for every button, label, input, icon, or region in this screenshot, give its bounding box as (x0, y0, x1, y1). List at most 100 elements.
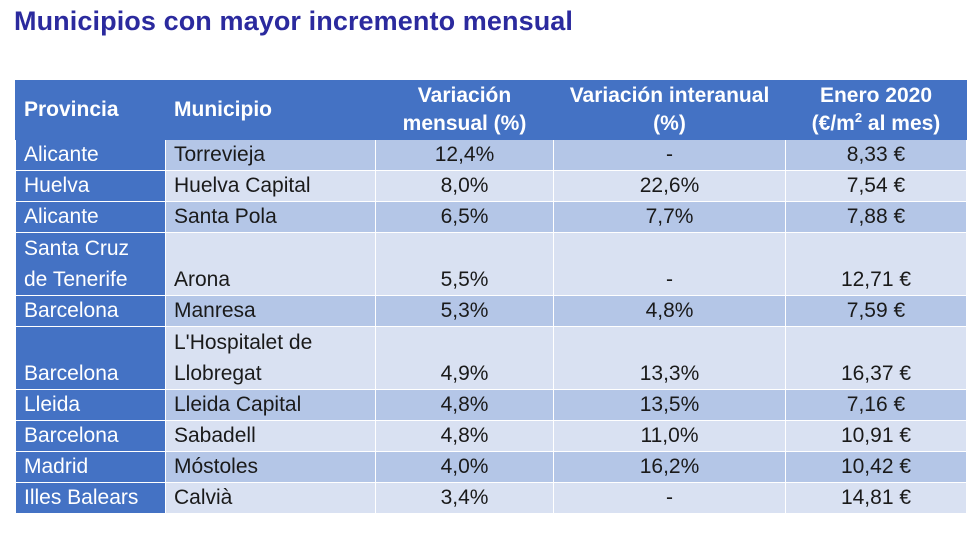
cell-variacion-interanual-text: - (666, 486, 673, 509)
cell-precio-enero-text: 10,91 € (840, 424, 912, 447)
table-row: Alicante Santa Pola 6,5% 7,7% 7,88 € (15, 201, 967, 233)
cell-variacion-interanual-text: 22,6% (639, 174, 700, 197)
cell-variacion-interanual-text: 13,5% (639, 393, 700, 416)
municipios-table: Provincia Municipio Variación mensual (%… (15, 80, 967, 514)
cell-precio-enero: 7,16 € (785, 389, 967, 421)
cell-municipio-text: Santa Pola (174, 205, 277, 228)
cell-variacion-interanual-text: 11,0% (640, 424, 699, 447)
cell-variacion-interanual: 4,8% (553, 295, 786, 327)
cell-provincia-text: Alicante (24, 143, 99, 166)
cell-variacion-mensual-text: 4,0% (440, 455, 489, 478)
cell-provincia: Barcelona (15, 420, 166, 452)
cell-provincia: Lleida (15, 389, 166, 421)
cell-variacion-mensual: 4,8% (375, 420, 554, 452)
cell-municipio: Móstoles (165, 451, 376, 483)
header-enero-unit-post: al mes) (862, 112, 941, 135)
cell-precio-enero: 8,33 € (785, 139, 967, 171)
cell-provincia: Huelva (15, 170, 166, 202)
cell-provincia: Barcelona (15, 295, 166, 327)
cell-variacion-mensual: 4,8% (375, 389, 554, 421)
cell-variacion-mensual: 4,0% (375, 451, 554, 483)
cell-precio-enero: 16,37 € (785, 326, 967, 390)
cell-variacion-interanual: - (553, 482, 786, 514)
cell-precio-enero-text: 7,88 € (846, 205, 906, 228)
cell-municipio-text: Móstoles (174, 455, 259, 478)
header-variacion-interanual: Variación interanual (%) (553, 80, 786, 140)
cell-provincia-text: Barcelona (24, 299, 119, 322)
cell-precio-enero-text: 7,54 € (846, 174, 906, 197)
cell-variacion-mensual-text: 3,4% (440, 486, 489, 509)
cell-municipio-text: Arona (174, 268, 231, 291)
cell-precio-enero-text: 12,71 € (840, 268, 912, 291)
cell-variacion-mensual: 8,0% (375, 170, 554, 202)
cell-variacion-interanual: - (553, 139, 786, 171)
cell-precio-enero-text: 7,59 € (846, 299, 906, 322)
table-row: Barcelona L'Hospitalet de Llobregat 4,9% 13… (15, 326, 967, 390)
table-body: Alicante Torrevieja 12,4% -8,33 € Huelva Huel… (15, 139, 967, 514)
cell-municipio-text: L'Hospitalet de Llobregat (174, 331, 313, 385)
cell-municipio: Torrevieja (165, 139, 376, 171)
table-row: Illes Balears Calvià 3,4% - 14,81 € (15, 482, 967, 514)
cell-variacion-interanual-text: - (666, 143, 673, 166)
cell-provincia: Illes Balears (15, 482, 166, 514)
cell-variacion-mensual: 5,3% (375, 295, 554, 327)
cell-municipio-text: Calvià (174, 486, 233, 509)
cell-precio-enero: 10,42 € (785, 451, 967, 483)
cell-precio-enero-text: 10,42 € (840, 455, 912, 478)
cell-variacion-mensual: 12,4% (375, 139, 554, 171)
cell-municipio: Sabadell (165, 420, 376, 452)
cell-municipio-text: Lleida Capital (174, 393, 302, 416)
cell-provincia: Barcelona (15, 326, 166, 390)
cell-municipio: Lleida Capital (165, 389, 376, 421)
cell-variacion-mensual-text: 5,5% (440, 268, 489, 291)
cell-precio-enero: 7,88 € (785, 201, 967, 233)
header-enero-unit-pre: (€/m (811, 112, 855, 135)
cell-provincia-text: Madrid (24, 455, 89, 478)
cell-variacion-interanual-text: 4,8% (645, 299, 694, 322)
cell-municipio-text: Huelva Capital (174, 174, 311, 197)
cell-variacion-interanual-text: - (666, 268, 673, 291)
cell-precio-enero-text: 8,33 € (846, 143, 906, 166)
table-row: Huelva Huelva Capital 8,0% 22,6% 7,54 € (15, 170, 967, 202)
table-row: Madrid Móstoles 4,0% 16,2% 10,42 € (15, 451, 967, 483)
cell-municipio-text: Torrevieja (174, 143, 266, 166)
cell-precio-enero-text: 7,16 € (846, 393, 906, 416)
cell-variacion-mensual: 6,5% (375, 201, 554, 233)
cell-variacion-mensual: 3,4% (375, 482, 554, 514)
cell-provincia: Madrid (15, 451, 166, 483)
table-row: Alicante Torrevieja 12,4% - 8,33 € (15, 139, 967, 171)
cell-variacion-mensual-text: 8,0% (440, 174, 489, 197)
cell-variacion-interanual-text: 13,3% (639, 362, 700, 385)
cell-provincia-text: Barcelona (24, 424, 119, 447)
header-municipio: Municipio (165, 80, 376, 140)
header-variacion-mensual: Variación mensual (%) (375, 80, 554, 140)
cell-variacion-interanual-text: 16,2% (639, 455, 700, 478)
cell-variacion-mensual-text: 4,8% (440, 393, 489, 416)
cell-variacion-interanual: 22,6% (553, 170, 786, 202)
table-row: Lleida Lleida Capital 4,8% 13,5% 7,16 € (15, 389, 967, 421)
table-row: Barcelona Sabadell 4,8% 11,0% 10,91 € (15, 420, 967, 452)
cell-municipio: Huelva Capital (165, 170, 376, 202)
cell-provincia: Santa Cruz de Tenerife (15, 232, 166, 296)
cell-precio-enero: 7,54 € (785, 170, 967, 202)
header-enero-2020: Enero 2020 (€/m2 al mes) (785, 80, 967, 140)
cell-provincia-text: Illes Balears (24, 486, 139, 509)
cell-provincia-text: Lleida (24, 393, 81, 416)
cell-variacion-mensual-text: 4,9% (440, 362, 489, 385)
cell-variacion-mensual-text: 4,8% (440, 424, 489, 447)
table-row: Santa Cruz de Tenerife Arona 5,5% - 12,71 € (15, 232, 967, 296)
cell-variacion-interanual: - (553, 232, 786, 296)
cell-variacion-mensual-text: 12,4% (434, 143, 495, 166)
cell-variacion-interanual: 13,5% (553, 389, 786, 421)
cell-precio-enero-text: 14,81 € (840, 486, 912, 509)
cell-variacion-interanual-text: 7,7% (645, 205, 694, 228)
cell-variacion-mensual-text: 6,5% (440, 205, 489, 228)
cell-municipio: Calvià (165, 482, 376, 514)
cell-variacion-interanual: 11,0% (553, 420, 786, 452)
cell-municipio: Manresa (165, 295, 376, 327)
cell-precio-enero: 14,81 € (785, 482, 967, 514)
cell-provincia-text: Barcelona (24, 362, 119, 385)
cell-variacion-interanual: 16,2% (553, 451, 786, 483)
cell-precio-enero: 12,71 € (785, 232, 967, 296)
